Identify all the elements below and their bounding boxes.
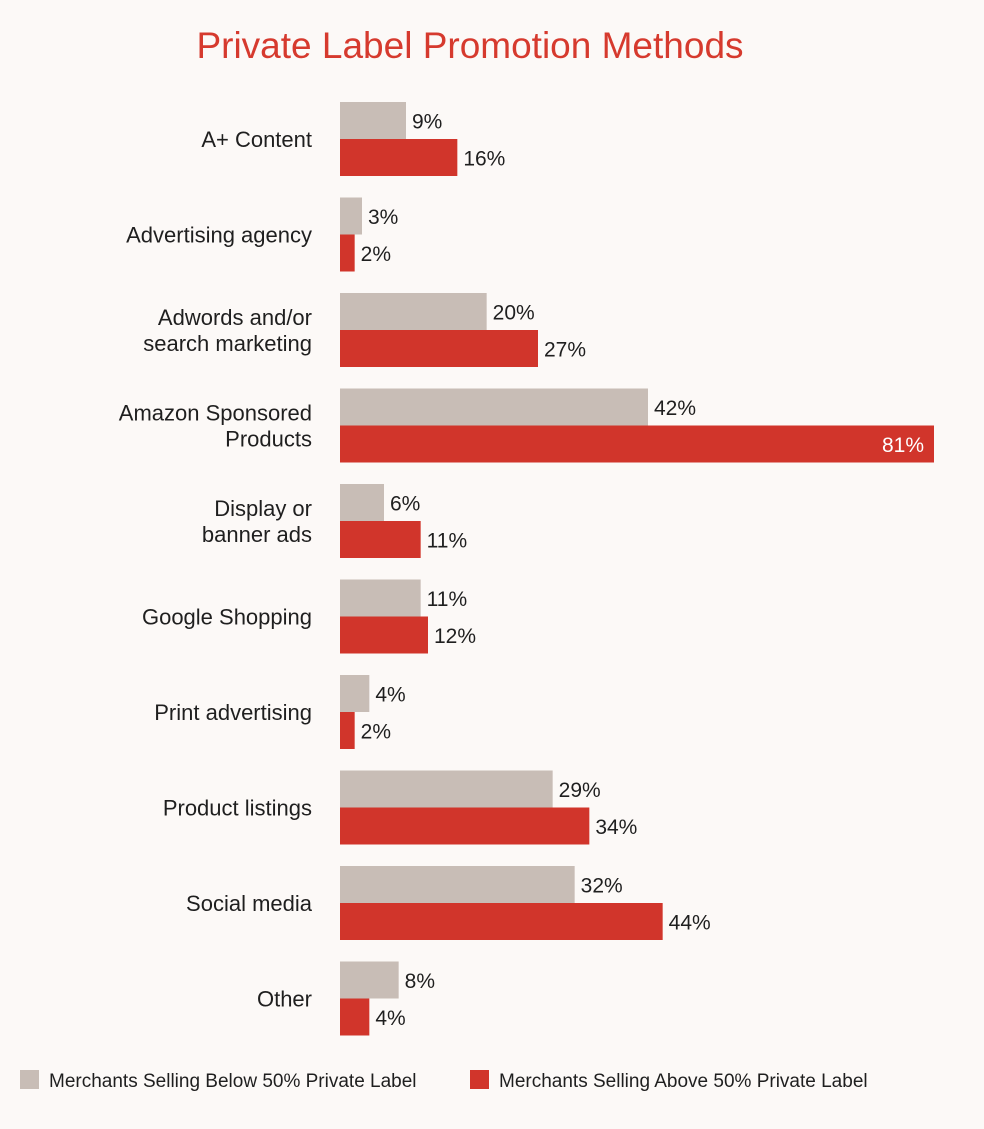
bar (340, 616, 428, 654)
bar (340, 961, 399, 999)
bar (340, 139, 458, 176)
category-labels: A+ Content Advertising agency Adwords and/… (119, 127, 313, 1012)
legend: Merchants Selling Below 50% Private Labe… (20, 1070, 868, 1092)
legend-label: Merchants Selling Below 50% Private Labe… (49, 1071, 417, 1092)
value-label: 32% (581, 875, 623, 898)
value-label: 9% (412, 111, 442, 134)
value-label: 11% (427, 530, 467, 553)
value-label: 6% (390, 493, 420, 516)
bar (340, 293, 487, 330)
value-label: 11% (427, 588, 467, 611)
chart-title: Private Label Promotion Methods (196, 25, 743, 66)
value-label: 34% (595, 816, 637, 839)
value-label: 2% (361, 721, 391, 744)
bar (340, 521, 421, 558)
category-label: Other (257, 987, 312, 1012)
value-label: 12% (434, 625, 476, 648)
legend-label: Merchants Selling Above 50% Private Labe… (499, 1071, 868, 1092)
bar (340, 866, 575, 903)
category-label: Amazon Sponsored Products (119, 401, 312, 452)
bar (340, 807, 590, 845)
value-label: 16% (463, 148, 505, 171)
bar (340, 675, 370, 712)
bar (340, 484, 384, 521)
bar (340, 712, 355, 749)
value-label: 42% (654, 397, 696, 420)
category-label: Display or banner ads (202, 496, 312, 547)
value-label: 8% (405, 970, 435, 993)
value-label: 44% (669, 912, 711, 935)
bar (340, 579, 421, 617)
bar (340, 998, 370, 1036)
value-label: 81% (882, 434, 924, 457)
legend-swatch (470, 1070, 489, 1089)
category-label: Adwords and/or search marketing (143, 305, 312, 356)
category-label: A+ Content (201, 127, 312, 152)
category-label: Print advertising (154, 700, 312, 725)
value-label: 29% (559, 779, 601, 802)
bar (340, 903, 663, 940)
category-label: Google Shopping (142, 605, 312, 630)
bar (340, 388, 648, 426)
value-label: 4% (375, 1007, 405, 1030)
value-label: 3% (368, 206, 398, 229)
bar (340, 102, 406, 139)
value-label: 2% (361, 243, 391, 266)
bar (340, 234, 355, 272)
category-label: Social media (186, 891, 313, 916)
value-label: 20% (493, 302, 535, 325)
bar (340, 425, 934, 463)
bar (340, 197, 362, 235)
bar (340, 330, 538, 367)
value-label: 4% (375, 684, 405, 707)
category-label: Product listings (163, 796, 312, 821)
legend-swatch (20, 1070, 39, 1089)
value-label: 27% (544, 339, 586, 362)
bars (340, 102, 934, 1036)
bar (340, 770, 553, 808)
value-labels: 9% 16% 3% 2% 20% 27% 42% 81% 6% 11% 11% 12% 4% 2% 29% 3… (361, 111, 924, 1031)
category-label: Advertising agency (126, 223, 312, 248)
